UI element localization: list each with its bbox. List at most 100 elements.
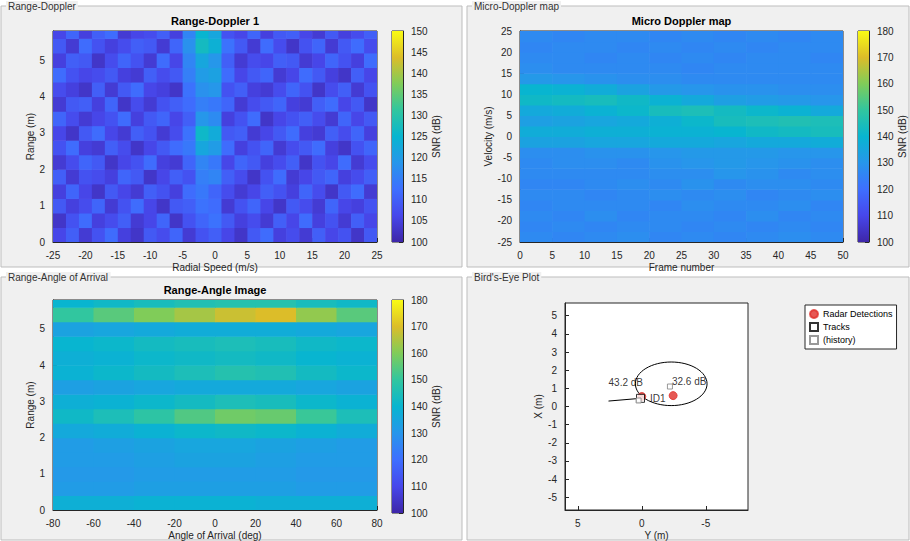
svg-text:-10: -10 [143,250,158,261]
svg-text:5: 5 [575,518,581,529]
svg-text:-25: -25 [498,237,513,248]
svg-text:110: 110 [877,210,893,221]
svg-text:5: 5 [245,250,251,261]
svg-text:135: 135 [411,89,428,100]
svg-text:5: 5 [550,250,556,261]
svg-text:40: 40 [290,518,302,529]
svg-text:120: 120 [411,454,428,465]
svg-text:2: 2 [551,365,557,376]
svg-text:105: 105 [411,215,428,226]
svg-text:SNR (dB): SNR (dB) [897,115,908,158]
svg-text:Y (m): Y (m) [644,530,668,541]
svg-text:80: 80 [371,518,383,529]
svg-text:125: 125 [411,131,428,142]
svg-text:Range (m): Range (m) [25,381,36,428]
svg-text:130: 130 [411,110,428,121]
svg-text:2: 2 [39,432,45,443]
svg-text:100: 100 [877,237,894,248]
svg-text:-5: -5 [178,250,187,261]
svg-text:Radial Speed (m/s): Radial Speed (m/s) [172,262,258,273]
svg-text:5: 5 [39,323,45,334]
svg-text:(history): (history) [823,335,856,345]
svg-text:Micro-Doppler map: Micro-Doppler map [474,1,559,12]
svg-text:X (m): X (m) [533,394,544,418]
svg-text:0: 0 [212,518,218,529]
svg-text:-1: -1 [548,419,557,430]
svg-text:60: 60 [331,518,343,529]
svg-text:50: 50 [837,250,849,261]
svg-text:3: 3 [39,127,45,138]
svg-text:160: 160 [411,348,428,359]
svg-text:115: 115 [411,173,427,184]
svg-text:-15: -15 [111,250,126,261]
svg-text:-80: -80 [46,518,61,529]
svg-text:120: 120 [877,184,894,195]
svg-text:Velocity (m/s): Velocity (m/s) [483,106,494,166]
svg-text:SNR (dB): SNR (dB) [431,115,442,158]
svg-text:15: 15 [501,68,513,79]
svg-text:20: 20 [501,47,513,58]
svg-text:-20: -20 [78,250,93,261]
svg-text:3: 3 [39,396,45,407]
svg-text:2: 2 [39,164,45,175]
svg-text:140: 140 [411,68,428,79]
svg-text:5: 5 [506,110,512,121]
svg-text:32.6 dB: 32.6 dB [672,376,707,387]
svg-text:-60: -60 [86,518,101,529]
svg-text:15: 15 [307,250,319,261]
svg-text:-5: -5 [548,492,557,503]
svg-text:10: 10 [579,250,591,261]
svg-text:-15: -15 [498,194,513,205]
svg-text:110: 110 [411,194,427,205]
svg-text:40: 40 [773,250,785,261]
svg-text:180: 180 [411,295,428,306]
svg-text:45: 45 [805,250,817,261]
svg-text:3: 3 [551,347,557,358]
svg-text:20: 20 [339,250,351,261]
svg-text:-25: -25 [46,250,61,261]
svg-text:1: 1 [39,200,45,211]
svg-text:Angle of Arrival (deg): Angle of Arrival (deg) [168,530,261,541]
svg-text:150: 150 [411,374,428,385]
svg-text:43.2 dB: 43.2 dB [609,377,644,388]
svg-text:0: 0 [212,250,218,261]
svg-text:Tracks: Tracks [823,322,850,332]
svg-text:130: 130 [877,157,894,168]
svg-text:35: 35 [741,250,753,261]
svg-text:Micro Doppler map: Micro Doppler map [632,15,732,27]
svg-text:-20: -20 [498,215,513,226]
svg-text:100: 100 [411,237,428,248]
svg-text:0: 0 [39,237,45,248]
svg-text:-4: -4 [548,474,557,485]
svg-text:25: 25 [501,26,513,37]
svg-text:1: 1 [39,468,45,479]
svg-text:Range-Doppler: Range-Doppler [8,1,76,12]
svg-text:4: 4 [39,91,45,102]
svg-text:Bird's-Eye Plot: Bird's-Eye Plot [474,272,539,283]
svg-text:Range-Angle Image: Range-Angle Image [164,284,267,296]
svg-text:5: 5 [39,55,45,66]
svg-text:145: 145 [411,47,428,58]
svg-text:120: 120 [411,152,428,163]
svg-text:-5: -5 [503,152,512,163]
svg-text:130: 130 [411,428,428,439]
svg-text:20: 20 [644,250,656,261]
svg-text:0: 0 [506,131,512,142]
svg-text:-10: -10 [498,173,513,184]
svg-text:Range-Angle of Arrival: Range-Angle of Arrival [8,272,108,283]
svg-text:140: 140 [877,131,894,142]
svg-text:4: 4 [39,360,45,371]
svg-text:0: 0 [639,518,645,529]
svg-text:20: 20 [250,518,262,529]
svg-text:110: 110 [411,481,427,492]
svg-text:5: 5 [551,310,557,321]
svg-text:-20: -20 [167,518,182,529]
svg-text:140: 140 [411,401,428,412]
svg-text:SNR (dB): SNR (dB) [431,385,442,428]
svg-text:25: 25 [371,250,383,261]
svg-text:0: 0 [517,250,523,261]
svg-text:30: 30 [708,250,720,261]
svg-text:150: 150 [877,105,894,116]
svg-text:170: 170 [411,321,428,332]
svg-text:100: 100 [411,508,428,519]
